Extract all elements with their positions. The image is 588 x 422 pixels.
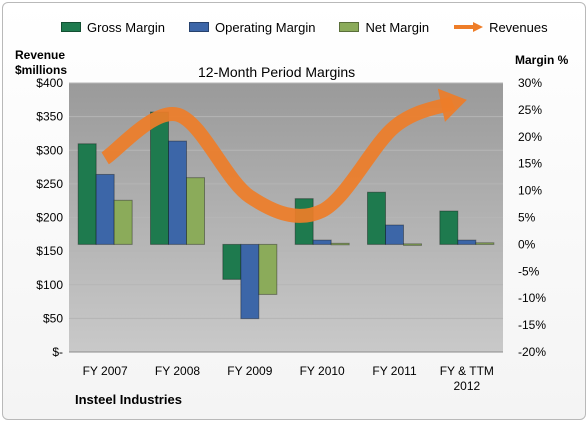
left-tick-label: $100: [36, 278, 63, 292]
legend-gross-swatch: [61, 22, 81, 32]
legend: Gross Margin Operating Margin Net Margin…: [61, 18, 572, 36]
right-tick-label: 30%: [518, 76, 542, 90]
company-name: Insteel Industries: [75, 392, 182, 407]
revenues-arrowhead: [437, 88, 467, 122]
bar: [439, 210, 459, 245]
left-tick-label: $200: [36, 211, 63, 225]
bar: [168, 140, 187, 245]
right-tick-label: 15%: [518, 157, 542, 171]
left-tick-label: $-: [52, 345, 63, 359]
left-tick-label: $400: [36, 76, 63, 90]
bar: [312, 239, 332, 245]
legend-revenues-label: Revenues: [489, 19, 548, 35]
bar: [77, 143, 97, 245]
right-tick-label: 25%: [518, 103, 542, 117]
chart-canvas: $- $50 $100 $150 $200 $250 $300 $350 $400 -20% -15…: [36, 76, 546, 393]
right-tick-label: -15%: [518, 318, 546, 332]
category-label: FY 2010: [300, 364, 345, 378]
bar: [240, 243, 260, 320]
category-label: FY 2009: [227, 364, 272, 378]
legend-net-swatch: [339, 22, 360, 32]
legend-revenues-arrow-icon: [454, 22, 484, 32]
right-tick-label: 10%: [518, 184, 542, 198]
bar: [457, 239, 477, 245]
left-axis-title-line1: Revenue: [15, 48, 66, 62]
right-tick-label: -10%: [518, 291, 546, 305]
right-axis-title: Margin %: [515, 53, 569, 67]
bar: [403, 243, 422, 246]
revenues-line: [101, 96, 456, 223]
right-tick-label: 0%: [518, 237, 536, 251]
left-tick-label: $300: [36, 143, 63, 157]
legend-revenues: Revenues: [453, 18, 548, 36]
bar: [95, 173, 115, 245]
legend-operating-swatch: [189, 22, 210, 32]
category-label: FY & TTM: [440, 364, 494, 378]
category-label: FY 2007: [83, 364, 128, 378]
left-tick-label: $150: [36, 244, 63, 258]
legend-operating: Operating Margin: [189, 18, 315, 36]
bar: [385, 224, 404, 245]
left-axis-title: Revenue $millions: [15, 48, 67, 78]
legend-net: Net Margin: [339, 18, 429, 36]
bar: [330, 242, 350, 246]
bar: [113, 199, 133, 245]
right-tick-label: 20%: [518, 130, 542, 144]
legend-gross: Gross Margin: [61, 18, 165, 36]
category-label: 2012: [453, 379, 480, 393]
category-label: FY 2008: [155, 364, 200, 378]
legend-gross-label: Gross Margin: [87, 19, 166, 35]
chart-title: 12-Month Period Margins: [198, 64, 356, 80]
legend-operating-label: Operating Margin: [215, 19, 316, 35]
right-tick-label: 5%: [518, 211, 536, 225]
left-tick-label: $50: [43, 311, 63, 325]
right-tick-label: -5%: [518, 264, 540, 278]
bar: [186, 177, 205, 245]
legend-net-label: Net Margin: [365, 19, 430, 35]
bar: [222, 243, 242, 280]
bar: [258, 243, 278, 295]
right-tick-label: -20%: [518, 345, 546, 359]
bar: [367, 191, 386, 245]
bar: [150, 111, 169, 245]
left-axis-title-line2: $millions: [15, 63, 68, 77]
bar: [475, 242, 495, 245]
category-label: FY 2011: [372, 364, 417, 378]
left-tick-label: $350: [36, 110, 63, 124]
left-tick-label: $250: [36, 177, 63, 191]
